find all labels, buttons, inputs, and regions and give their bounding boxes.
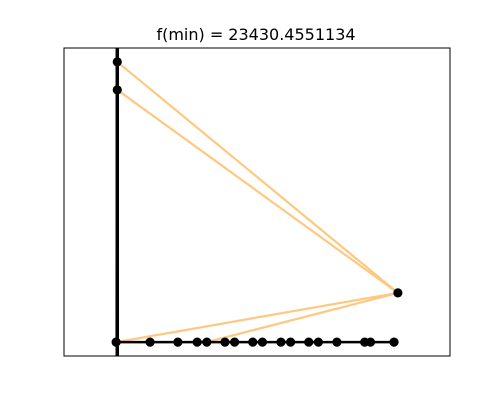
node-point-5	[173, 338, 182, 347]
chart-title: f(min) = 23430.4551134	[156, 25, 355, 44]
node-point-11	[258, 338, 267, 347]
node-point-20	[393, 288, 402, 297]
node-point-2	[113, 85, 122, 94]
node-point-8	[220, 338, 229, 347]
node-point-12	[276, 338, 285, 347]
node-point-16	[332, 338, 341, 347]
node-point-7	[202, 338, 211, 347]
node-point-9	[230, 338, 239, 347]
node-point-15	[314, 338, 323, 347]
node-point-3	[112, 338, 121, 347]
node-point-4	[145, 338, 154, 347]
node-point-13	[286, 338, 295, 347]
node-point-19	[389, 338, 398, 347]
node-point-1	[113, 57, 122, 66]
node-point-14	[304, 338, 313, 347]
node-point-10	[248, 338, 257, 347]
node-point-18	[366, 338, 375, 347]
node-point-6	[193, 338, 202, 347]
